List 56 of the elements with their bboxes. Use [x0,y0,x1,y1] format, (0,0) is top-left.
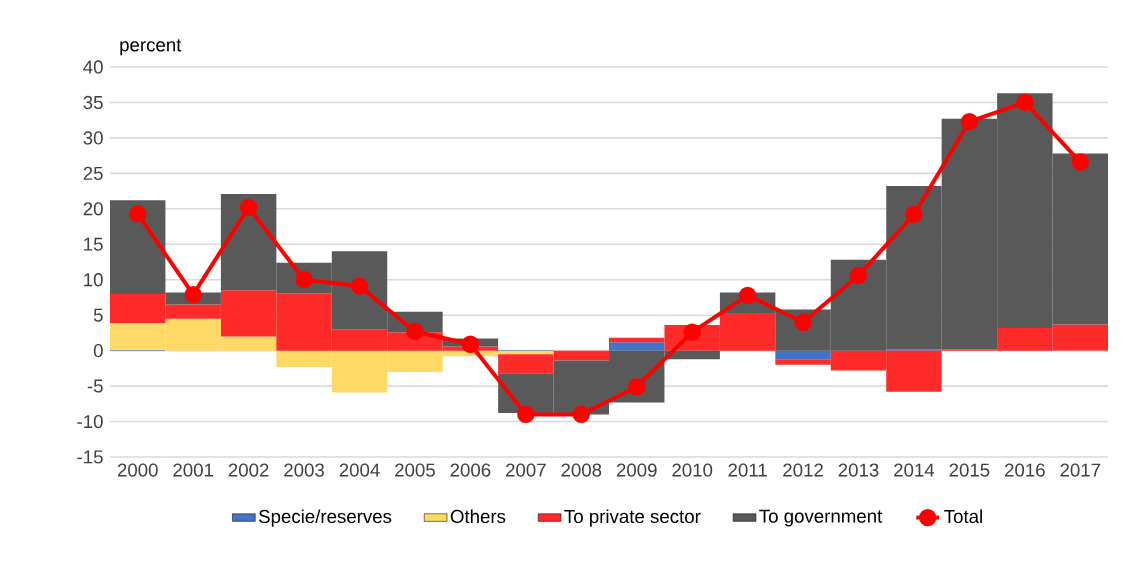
y-tick-label: 0 [93,344,103,358]
point [794,313,812,331]
y-tick-label: 5 [93,308,103,322]
x-tick-label: 2010 [672,463,713,477]
legend-label: To government [759,509,883,527]
x-tick-label: 2004 [339,463,380,477]
point [960,112,979,131]
y-tick-label: -5 [87,379,103,393]
y-tick-label: 25 [83,166,103,180]
x-tick-label: 2006 [450,463,491,477]
x-tick-label: 2001 [173,463,214,477]
x-tick-label: 2000 [117,463,158,477]
legend-label: Others [450,509,506,524]
point [683,323,701,341]
y-tick-label: 15 [84,237,103,251]
x-tick-label: 2003 [284,463,324,477]
point [184,285,202,304]
point [239,198,258,217]
bar [609,342,665,351]
point [572,405,590,424]
y-tick-label: -15 [77,450,103,464]
y-tick-label: 40 [83,60,103,74]
point [905,205,923,224]
x-tick-label: 2017 [1060,463,1101,477]
x-tick-label: 2002 [228,463,269,477]
x-tick-label: 2013 [838,463,879,477]
bar [775,350,831,360]
legend-label: To private sector [564,509,701,527]
x-tick-label: 2012 [783,463,823,477]
x-tick-label: 2011 [728,463,767,477]
x-tick-label: 2005 [395,463,435,477]
point [350,277,369,295]
point [1071,153,1089,171]
x-tick-label: 2007 [506,463,546,477]
legend-label: Total [944,509,982,524]
legend-label: Specie/reserves [259,509,392,527]
point [849,266,868,285]
point [1016,93,1034,112]
point [406,322,424,341]
x-tick-label: 2014 [894,463,935,477]
point [461,335,480,353]
y-tick-label: 30 [83,131,103,145]
y-tick-label: 35 [83,95,103,110]
y-tick-label: -10 [77,414,103,429]
point [738,286,757,304]
x-tick-label: 2008 [561,463,602,477]
y-tick-label: 10 [84,273,103,287]
x-tick-label: 2016 [1005,463,1045,477]
y-tick-label: 20 [83,202,103,216]
y-axis-title: percent [120,39,182,56]
point [129,205,147,223]
point [517,405,535,424]
x-tick-label: 2015 [949,463,990,477]
point [295,271,313,289]
point [628,378,646,396]
x-tick-label: 2009 [616,463,657,477]
